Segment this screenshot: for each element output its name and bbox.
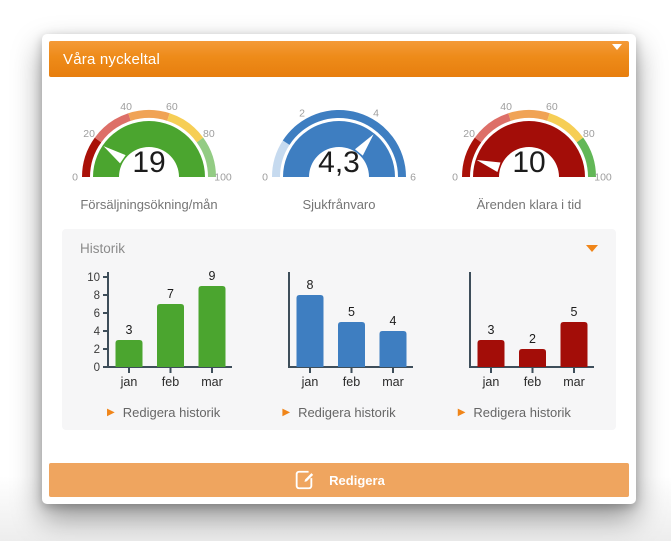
svg-text:5: 5 bbox=[348, 305, 355, 319]
svg-text:8: 8 bbox=[94, 290, 100, 302]
dropdown-caret-icon[interactable] bbox=[586, 245, 598, 252]
bar-chart-sales-history: 0 2 4 6 8 10 3 jan 7 feb 9 mar bbox=[87, 269, 232, 389]
dashboard-card: Våra nyckeltal 0 20 40 60 80 100 19 Försäljnin… bbox=[42, 34, 636, 504]
svg-text:mar: mar bbox=[201, 375, 223, 389]
gauge-sick-leave: 0 2 4 6 4,3 Sjukfrånvaro bbox=[244, 92, 434, 212]
svg-text:6: 6 bbox=[410, 172, 416, 184]
gauge-caption: Sjukfrånvaro bbox=[302, 197, 376, 212]
gauge-caption: Ärenden klara i tid bbox=[476, 197, 582, 212]
svg-text:mar: mar bbox=[382, 375, 404, 389]
gauge-caption: Försäljningsökning/mån bbox=[80, 197, 218, 212]
svg-text:4: 4 bbox=[94, 326, 101, 338]
svg-text:7: 7 bbox=[167, 287, 174, 301]
svg-text:5: 5 bbox=[571, 305, 578, 319]
historik-header: Historik bbox=[76, 238, 602, 258]
svg-text:20: 20 bbox=[463, 128, 475, 140]
svg-text:10: 10 bbox=[87, 272, 100, 284]
gauge-cases-on-time: 0 20 40 60 80 100 10 Ärenden klara i tid bbox=[434, 92, 624, 212]
links-row: ▶ Redigera historik ▶ Redigera historik … bbox=[76, 405, 602, 420]
card-header: Våra nyckeltal bbox=[49, 41, 629, 77]
svg-text:60: 60 bbox=[166, 101, 178, 113]
svg-text:feb: feb bbox=[524, 375, 541, 389]
collapse-caret-icon[interactable] bbox=[612, 44, 622, 50]
svg-text:4,3: 4,3 bbox=[318, 146, 360, 179]
svg-text:3: 3 bbox=[488, 323, 495, 337]
edit-button[interactable]: Redigera bbox=[49, 463, 629, 497]
svg-text:4: 4 bbox=[390, 314, 397, 328]
svg-text:jan: jan bbox=[482, 375, 500, 389]
svg-text:0: 0 bbox=[72, 172, 78, 184]
svg-text:40: 40 bbox=[120, 101, 132, 113]
svg-text:2: 2 bbox=[299, 107, 305, 119]
svg-text:feb: feb bbox=[343, 375, 360, 389]
edit-history-link-sales[interactable]: ▶ Redigera historik bbox=[76, 405, 251, 420]
gauge-sales-increase: 0 20 40 60 80 100 19 Försäljningsökning/mån bbox=[54, 92, 244, 212]
svg-text:20: 20 bbox=[83, 128, 95, 140]
gauge-chart-cases-on-time: 0 20 40 60 80 100 10 bbox=[452, 101, 612, 184]
svg-text:0: 0 bbox=[262, 172, 268, 184]
svg-text:jan: jan bbox=[120, 375, 138, 389]
svg-text:100: 100 bbox=[214, 172, 232, 184]
historik-panel: Historik 0 2 4 6 8 10 3 jan 7 feb 9 mar 8 jan 5 feb 4 ma… bbox=[62, 229, 616, 430]
gauge-chart-sales-increase: 0 20 40 60 80 100 19 bbox=[72, 101, 232, 184]
page-title: Våra nyckeltal bbox=[63, 50, 161, 68]
svg-text:19: 19 bbox=[132, 146, 165, 179]
svg-text:jan: jan bbox=[301, 375, 319, 389]
svg-text:0: 0 bbox=[94, 362, 100, 374]
charts-row: 0 2 4 6 8 10 3 jan 7 feb 9 mar 8 jan 5 feb 4 mar 3 jan 2 fe… bbox=[76, 267, 602, 395]
arrow-right-icon: ▶ bbox=[282, 406, 291, 418]
svg-text:60: 60 bbox=[546, 101, 558, 113]
svg-text:2: 2 bbox=[529, 332, 536, 346]
svg-text:9: 9 bbox=[209, 269, 216, 283]
svg-text:mar: mar bbox=[563, 375, 585, 389]
svg-text:feb: feb bbox=[162, 375, 179, 389]
svg-text:4: 4 bbox=[373, 107, 379, 119]
svg-text:8: 8 bbox=[307, 278, 314, 292]
svg-text:80: 80 bbox=[203, 128, 215, 140]
edit-history-link-cases[interactable]: ▶ Redigera historik bbox=[427, 405, 602, 420]
bar-chart-sick-leave-history: 8 jan 5 feb 4 mar bbox=[288, 272, 413, 389]
svg-text:6: 6 bbox=[94, 308, 100, 320]
svg-text:40: 40 bbox=[500, 101, 512, 113]
svg-text:10: 10 bbox=[512, 146, 545, 179]
edit-history-link-label: Redigera historik bbox=[473, 405, 571, 420]
arrow-right-icon: ▶ bbox=[457, 406, 466, 418]
svg-text:100: 100 bbox=[594, 172, 612, 184]
svg-text:2: 2 bbox=[94, 344, 100, 356]
svg-text:0: 0 bbox=[452, 172, 458, 184]
edit-icon bbox=[295, 470, 314, 490]
edit-history-link-sick-leave[interactable]: ▶ Redigera historik bbox=[251, 405, 426, 420]
bar-chart-cases-history: 3 jan 2 feb 5 mar bbox=[469, 272, 594, 389]
edit-history-link-label: Redigera historik bbox=[298, 405, 396, 420]
svg-text:80: 80 bbox=[583, 128, 595, 140]
svg-text:3: 3 bbox=[126, 323, 133, 337]
gauge-chart-sick-leave: 0 2 4 6 4,3 bbox=[262, 107, 416, 184]
arrow-right-icon: ▶ bbox=[107, 406, 115, 418]
edit-history-link-label: Redigera historik bbox=[122, 405, 221, 420]
historik-title: Historik bbox=[80, 241, 126, 256]
edit-button-label: Redigera bbox=[329, 472, 385, 488]
